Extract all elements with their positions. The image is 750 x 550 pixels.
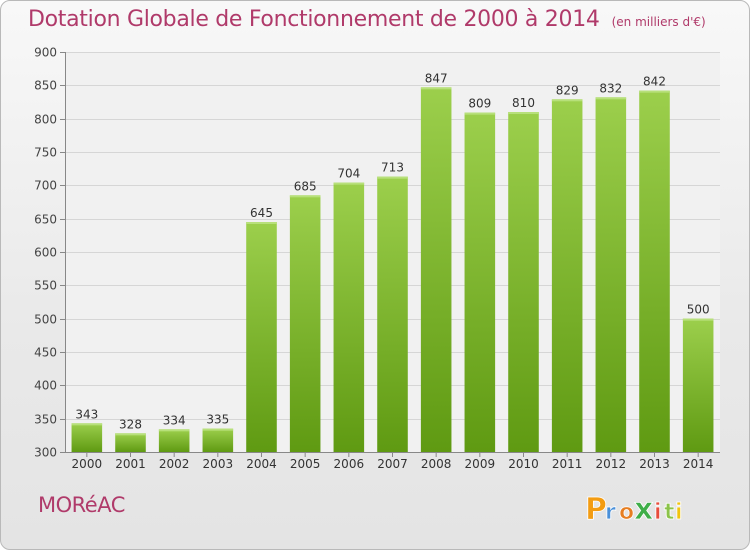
y-tick-label: 450 [34, 346, 57, 360]
bar-2003 [202, 428, 234, 452]
bar-2002 [158, 429, 190, 452]
bar-2014 [682, 318, 714, 452]
y-tick-label: 750 [34, 146, 57, 160]
x-tick-label: 2002 [159, 457, 190, 471]
y-tick-label: 500 [34, 313, 57, 327]
x-tick-label: 2001 [115, 457, 146, 471]
bar-2001 [115, 433, 146, 452]
bar-highlight [464, 112, 496, 115]
x-tick-label: 2009 [465, 457, 496, 471]
x-tick-label: 2007 [377, 457, 408, 471]
chart-title-text: Dotation Globale de Fonctionnement de 20… [28, 7, 600, 32]
x-tick-label: 2005 [290, 457, 321, 471]
logo-letter: P [585, 492, 607, 527]
bar-2008 [420, 87, 452, 452]
bar-highlight [595, 97, 627, 100]
bar-highlight [202, 428, 234, 431]
logo-letter: r [605, 500, 616, 525]
bar-value-label: 842 [643, 75, 666, 89]
y-tick-label: 400 [34, 379, 57, 393]
bar-value-label: 335 [206, 413, 229, 427]
x-tick-label: 2003 [203, 457, 234, 471]
bar-value-label: 809 [468, 97, 491, 111]
bar-value-label: 810 [512, 96, 535, 110]
x-tick-label: 2006 [334, 457, 365, 471]
bar-highlight [682, 318, 714, 321]
bar-value-label: 829 [556, 83, 579, 97]
bar-2000 [71, 423, 103, 452]
bar-highlight [420, 87, 452, 90]
y-tick-label: 900 [34, 46, 57, 60]
logo-letter: t [664, 500, 675, 525]
bar-value-label: 832 [599, 81, 622, 95]
commune-name: MORéAC [38, 493, 125, 517]
bar-2010 [508, 112, 539, 452]
bar-value-label: 334 [163, 413, 186, 427]
bar-2007 [377, 176, 408, 452]
y-tick-label: 350 [34, 413, 57, 427]
y-tick-label: 700 [34, 179, 57, 193]
bar-value-label: 645 [250, 206, 273, 220]
bar-2011 [551, 99, 583, 452]
y-tick-label: 300 [34, 446, 57, 460]
logo-letter: i [675, 500, 683, 525]
bar-highlight [158, 429, 190, 432]
proxiti-logo-icon: Pr o x i t i [585, 492, 683, 528]
bar-value-label: 704 [337, 167, 360, 181]
bar-highlight [639, 90, 670, 93]
bar-value-label: 685 [294, 179, 317, 193]
x-tick-label: 2013 [639, 457, 670, 471]
bar-highlight [289, 195, 321, 198]
logo-letter: o [619, 500, 634, 525]
x-tick-label: 2014 [683, 457, 714, 471]
bar-value-label: 328 [119, 417, 142, 431]
bar-2012 [595, 97, 627, 452]
logo-letter: i [654, 500, 662, 525]
chart-subtitle: (en milliers d'€) [611, 15, 706, 29]
bar-highlight [377, 176, 408, 179]
x-tick-label: 2004 [246, 457, 277, 471]
y-tick-label: 800 [34, 113, 57, 127]
bar-highlight [333, 182, 365, 185]
chart-title: Dotation Globale de Fonctionnement de 20… [28, 7, 706, 32]
bar-2004 [246, 222, 277, 452]
bar-2013 [639, 90, 670, 453]
bar-chart: 343 328 334 335 645 685 704 713 847 809 810 829 832 8… [34, 46, 720, 471]
x-tick-label: 2012 [596, 457, 627, 471]
y-tick-label: 550 [34, 279, 57, 293]
y-tick-label: 850 [34, 79, 57, 93]
x-tick-label: 2000 [72, 457, 103, 471]
bar-value-label: 343 [75, 407, 98, 421]
bar-value-label: 500 [687, 303, 710, 317]
x-tick-label: 2008 [421, 457, 452, 471]
bar-highlight [551, 99, 583, 102]
bar-highlight [71, 423, 103, 426]
bar-value-label: 713 [381, 161, 404, 175]
y-tick-label: 650 [34, 213, 57, 227]
bar-value-label: 847 [425, 71, 448, 85]
bar-highlight [246, 222, 277, 224]
bar-2005 [289, 195, 321, 453]
logo-letter: x [634, 492, 653, 527]
x-tick-label: 2011 [552, 457, 583, 471]
bar-highlight [508, 112, 539, 114]
x-tick-label: 2010 [508, 457, 539, 471]
y-tick-label: 600 [34, 246, 57, 260]
bar-2006 [333, 182, 365, 452]
bar-highlight [115, 433, 146, 436]
bar-2009 [464, 112, 496, 453]
